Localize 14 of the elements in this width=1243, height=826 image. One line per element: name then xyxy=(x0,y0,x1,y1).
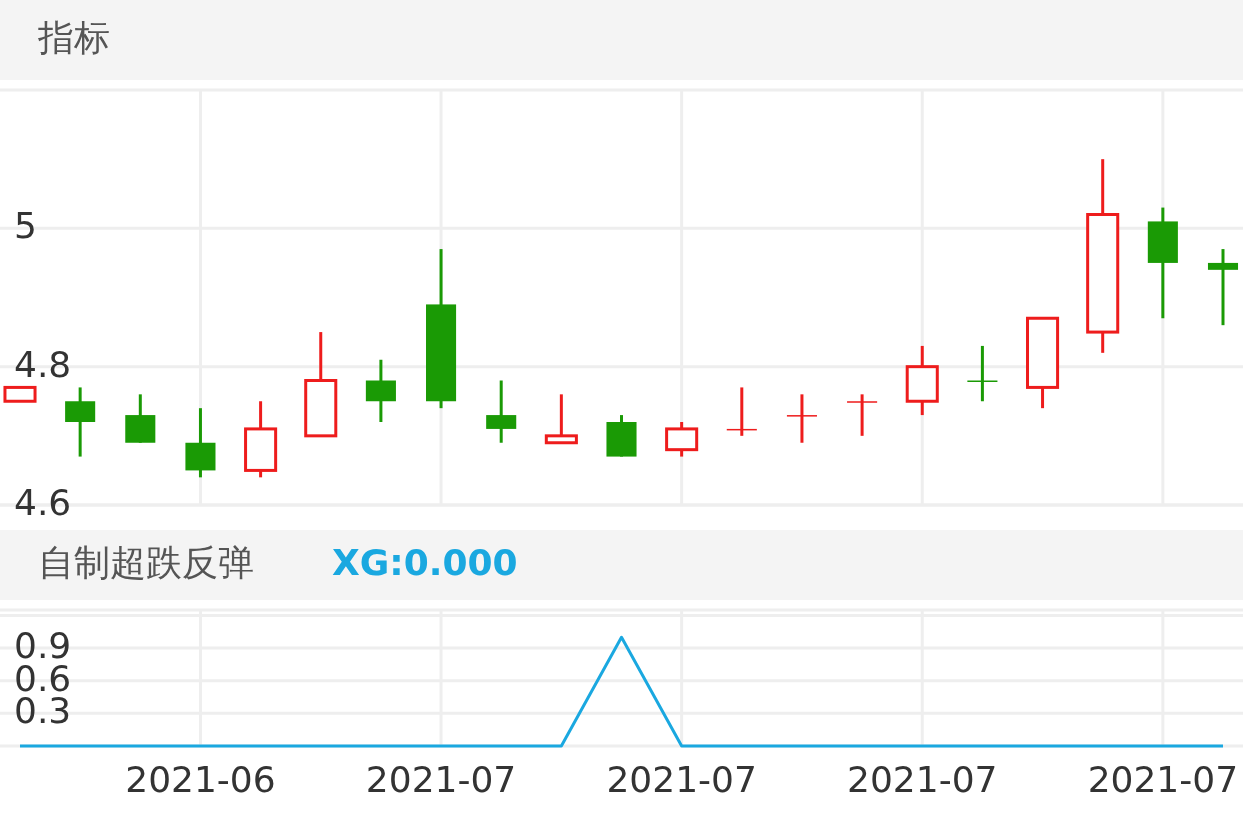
y-tick-label: 4.6 xyxy=(14,482,72,523)
chart-title: 自制超跌反弹 xyxy=(38,542,254,583)
x-tick-label: 2021-07 xyxy=(606,759,757,800)
candlestick xyxy=(1207,249,1239,327)
candlestick xyxy=(786,394,817,443)
x-tick-label: 2021-07 xyxy=(365,759,517,800)
y-tick-label: 4.8 xyxy=(14,343,72,385)
x-tick-label: 2021-07 xyxy=(847,759,998,800)
chart-title: 指标 xyxy=(37,17,110,58)
x-tick-label: 2021-07 xyxy=(1087,759,1239,800)
candlestick xyxy=(847,394,878,436)
x-tick-label: 2021-06 xyxy=(125,759,276,800)
y-tick-label: 5 xyxy=(14,205,37,247)
text: XG:0.000 xyxy=(332,542,518,583)
